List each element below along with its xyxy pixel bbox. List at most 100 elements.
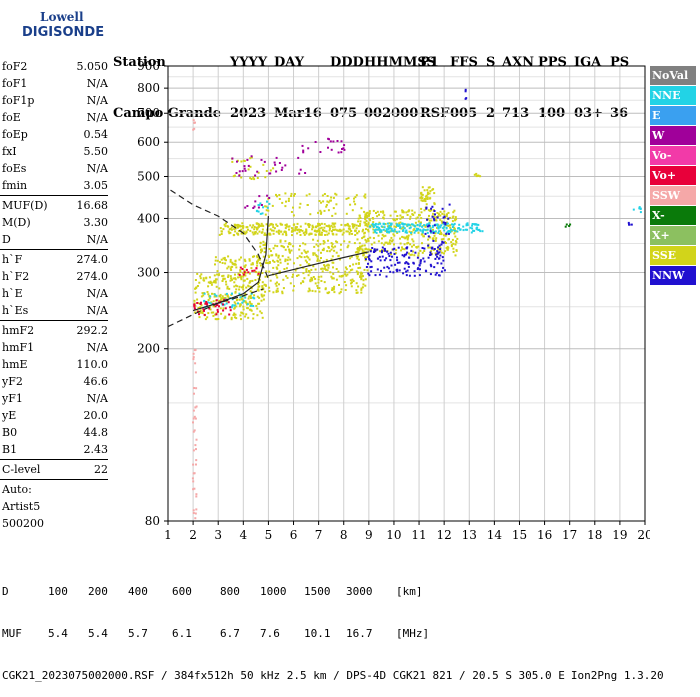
y-tick-label: 80 bbox=[145, 514, 160, 528]
echo-point-sse bbox=[446, 213, 448, 216]
echo-point-sse bbox=[213, 281, 215, 284]
echo-point-sse bbox=[477, 174, 480, 177]
echo-point-sse bbox=[265, 270, 268, 273]
echo-point-nne bbox=[208, 301, 211, 304]
echo-point-vo- bbox=[229, 306, 232, 309]
echo-point-sse bbox=[206, 316, 209, 319]
echo-point-sse bbox=[223, 258, 226, 261]
echo-point-sse bbox=[453, 209, 456, 212]
footer-value: 200 bbox=[88, 585, 108, 598]
echo-point-nne bbox=[405, 231, 408, 234]
echo-point-sse bbox=[412, 250, 414, 253]
echo-point-sse bbox=[214, 280, 217, 282]
echo-point-sse bbox=[393, 210, 396, 213]
echo-point-sse bbox=[196, 272, 199, 275]
echo-point-nne bbox=[402, 228, 405, 231]
echo-point-sse bbox=[267, 262, 270, 265]
echo-point-nnw bbox=[628, 223, 630, 226]
echo-point-sse bbox=[304, 243, 307, 246]
echo-point-vo- bbox=[198, 313, 200, 316]
echo-point-sse bbox=[268, 261, 271, 263]
echo-point-sse bbox=[238, 298, 241, 301]
echo-point-ssw bbox=[193, 429, 196, 432]
echo-point-sse bbox=[359, 245, 362, 248]
echo-point-ssw bbox=[194, 371, 197, 374]
echo-point-nnw bbox=[391, 255, 393, 258]
param-name: h`E bbox=[2, 287, 23, 300]
echo-point-sse bbox=[232, 175, 235, 178]
echo-point-sse bbox=[372, 228, 375, 231]
echo-point-sse bbox=[210, 283, 213, 286]
echo-point-sse bbox=[296, 257, 299, 260]
echo-point-sse bbox=[269, 279, 272, 282]
echo-point-w bbox=[236, 160, 238, 163]
echo-point-sse bbox=[433, 203, 436, 206]
echo-point-nnw bbox=[416, 256, 419, 259]
echo-point-sse bbox=[322, 247, 325, 250]
echo-point-vo- bbox=[208, 307, 211, 310]
echo-point-sse bbox=[226, 267, 229, 270]
echo-point-sse bbox=[308, 271, 311, 274]
echo-point-sse bbox=[210, 281, 213, 284]
echo-point-nne bbox=[454, 229, 456, 232]
echo-point-nnw bbox=[442, 221, 445, 224]
echo-point-sse bbox=[325, 204, 328, 206]
echo-point-sse bbox=[338, 292, 341, 295]
echo-point-sse bbox=[350, 285, 353, 288]
echo-point-sse bbox=[319, 224, 321, 227]
echo-point-sse bbox=[322, 242, 325, 245]
echo-point-sse bbox=[315, 230, 318, 233]
echo-point-sse bbox=[344, 289, 347, 291]
echo-point-sse bbox=[330, 196, 333, 199]
x-tick-label: 8 bbox=[340, 528, 348, 542]
echo-point-sse bbox=[345, 268, 348, 271]
echo-point-nne bbox=[446, 222, 449, 225]
param-name: M(D) bbox=[2, 216, 31, 229]
echo-point-sse bbox=[363, 210, 366, 213]
echo-point-nne bbox=[376, 226, 379, 229]
footer-value: 800 bbox=[220, 585, 240, 598]
echo-point-nne bbox=[261, 212, 264, 215]
echo-point-x- bbox=[565, 223, 568, 226]
echo-point-sse bbox=[232, 277, 235, 280]
echo-point-sse bbox=[223, 277, 226, 280]
echo-point-sse bbox=[230, 278, 233, 281]
echo-point-ssw bbox=[193, 387, 196, 389]
echo-point-sse bbox=[341, 233, 344, 236]
echo-point-w bbox=[299, 168, 302, 171]
echo-point-sse bbox=[240, 225, 243, 228]
echo-point-sse bbox=[399, 242, 402, 245]
echo-point-sse bbox=[206, 291, 209, 293]
echo-point-sse bbox=[338, 284, 340, 286]
echo-point-w bbox=[319, 151, 322, 153]
echo-point-nnw bbox=[385, 275, 388, 278]
echo-point-sse bbox=[242, 285, 244, 288]
echo-point-sse bbox=[207, 299, 210, 301]
x-tick-label: 19 bbox=[612, 528, 627, 542]
echo-point-sse bbox=[333, 285, 336, 288]
echo-point-sse bbox=[362, 236, 365, 239]
echo-point-sse bbox=[234, 225, 237, 228]
echo-point-ssw bbox=[195, 405, 198, 408]
echo-point-sse bbox=[354, 234, 357, 236]
echo-point-sse bbox=[344, 273, 347, 276]
echo-point-sse bbox=[335, 193, 338, 196]
param-value: 5.50 bbox=[83, 145, 109, 158]
echo-point-sse bbox=[384, 234, 387, 237]
echo-point-ssw bbox=[192, 356, 195, 359]
echo-point-nnw bbox=[443, 269, 446, 272]
echo-point-sse bbox=[275, 274, 278, 277]
echo-point-sse bbox=[317, 275, 320, 278]
echo-point-sse bbox=[307, 274, 310, 277]
echo-point-sse bbox=[302, 232, 305, 235]
echo-point-sse bbox=[284, 258, 287, 261]
echo-point-sse bbox=[229, 260, 232, 263]
echo-point-sse bbox=[217, 274, 220, 277]
echo-point-sse bbox=[314, 290, 317, 293]
echo-point-sse bbox=[277, 264, 280, 267]
echo-point-sse bbox=[194, 311, 196, 314]
echo-point-sse bbox=[285, 232, 288, 235]
echo-point-sse bbox=[351, 268, 354, 271]
echo-point-nnw bbox=[370, 260, 373, 263]
echo-point-nne bbox=[380, 230, 382, 233]
